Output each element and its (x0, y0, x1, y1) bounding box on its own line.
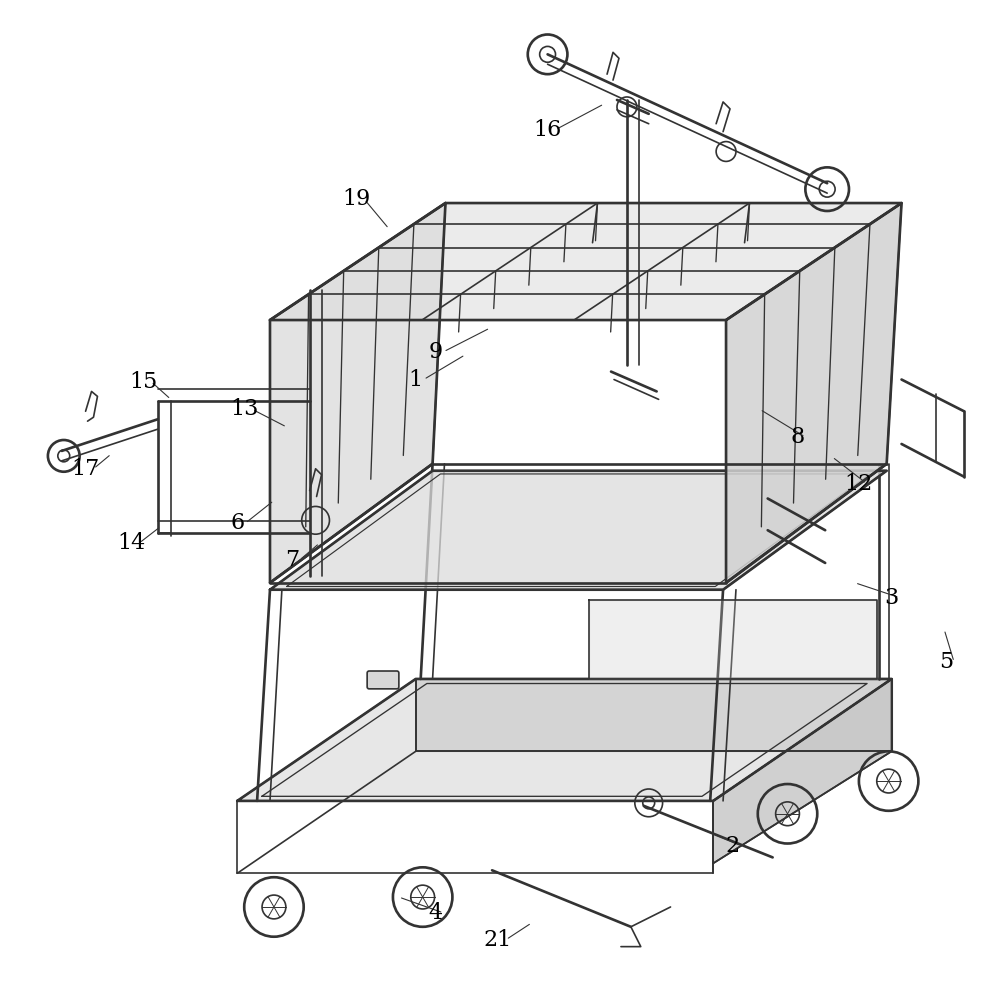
Polygon shape (416, 679, 892, 752)
Text: 14: 14 (117, 532, 145, 554)
Polygon shape (270, 471, 887, 589)
Text: 19: 19 (342, 188, 370, 210)
Polygon shape (713, 679, 892, 863)
Text: 2: 2 (726, 834, 740, 856)
Polygon shape (270, 203, 445, 583)
Polygon shape (270, 203, 902, 320)
Polygon shape (589, 599, 877, 679)
Text: 8: 8 (790, 426, 805, 448)
Text: 7: 7 (285, 549, 299, 571)
Text: 1: 1 (409, 369, 423, 391)
Text: 6: 6 (230, 512, 244, 534)
Text: 3: 3 (884, 586, 899, 608)
Text: 12: 12 (845, 473, 873, 495)
Text: 17: 17 (71, 458, 100, 480)
Text: 9: 9 (428, 341, 443, 363)
Text: 15: 15 (129, 371, 157, 393)
Polygon shape (237, 679, 892, 801)
Text: 16: 16 (533, 119, 562, 141)
Text: 21: 21 (484, 928, 512, 951)
Text: 5: 5 (939, 651, 953, 673)
Text: 13: 13 (230, 398, 258, 421)
Text: 4: 4 (428, 902, 443, 924)
FancyBboxPatch shape (367, 671, 399, 689)
Polygon shape (726, 203, 902, 583)
